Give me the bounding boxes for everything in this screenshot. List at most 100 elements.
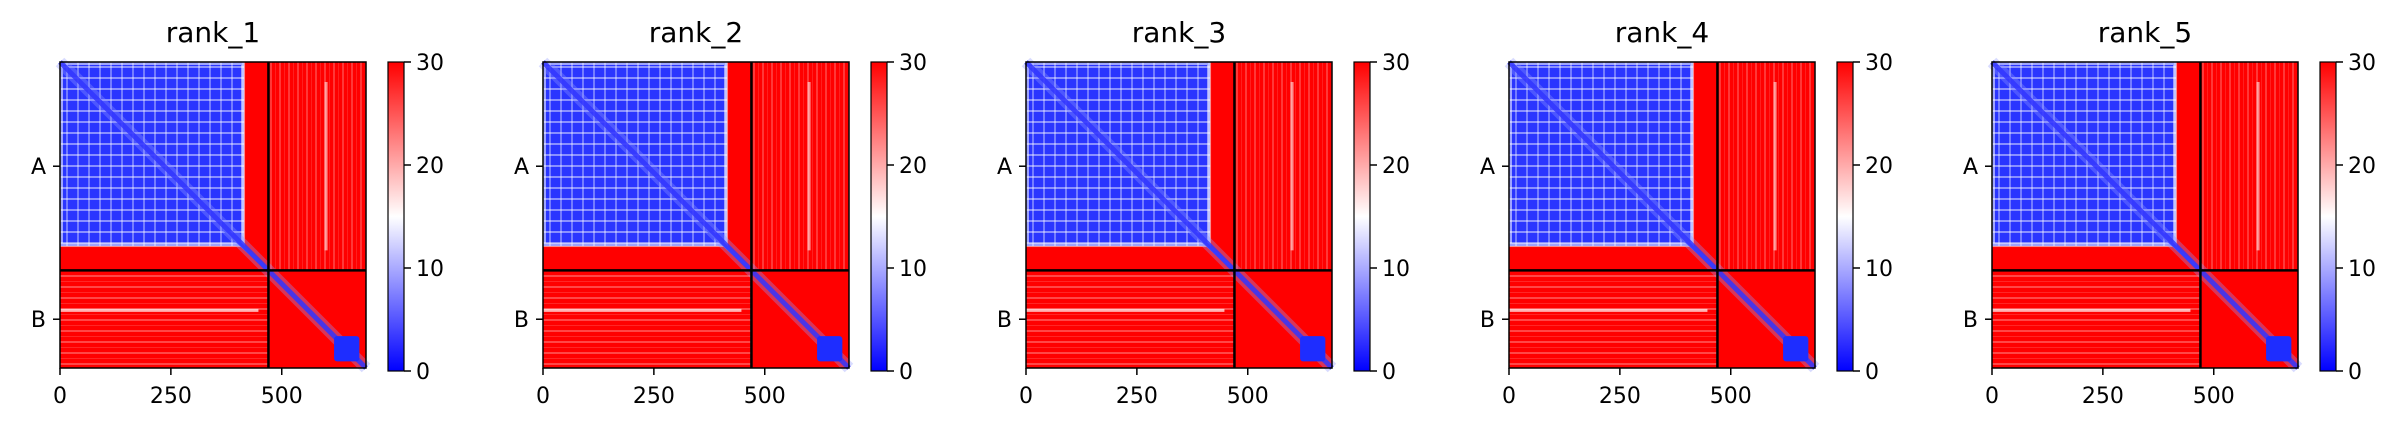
pae-panel-1: rank_1 0 250 500 A B 0 10 20 30 [31,16,444,409]
diagonal [1990,60,2300,370]
colorbar-tick-label: 30 [416,51,444,76]
chain-b-block [817,336,843,362]
heatmap [1504,57,1820,373]
axes-frame [1991,61,2299,369]
y-tick-label: A [31,155,46,180]
colorbar-tick-label: 10 [1865,257,1893,282]
colorbar-tick-label: 10 [1382,257,1410,282]
chain-a-rim [1025,61,1212,248]
x-tick-label: 250 [1116,384,1158,409]
offdiag-ba-texture [1026,270,1235,368]
colorbar-tick-label: 20 [416,154,444,179]
diagonal [58,60,368,370]
chain-b-block [334,336,360,362]
pae-panel-5: rank_5 0 250 500 A B 0 10 20 30 [1963,16,2376,409]
x-tick-label: 250 [150,384,192,409]
x-tick-label: 500 [1710,384,1752,409]
panel-title: rank_5 [2098,16,2192,49]
colorbar [387,61,405,372]
axes-frame [542,61,850,369]
y-tick-label: A [1963,155,1978,180]
offdiag-ab-texture [1234,62,1332,271]
colorbar [1836,61,1854,372]
pae-panel-3: rank_3 0 250 500 A B 0 10 20 30 [997,16,1410,409]
offdiag-ba-texture [60,270,269,368]
offdiag-ba-texture [543,270,752,368]
offdiag-ba-texture [1992,270,2201,368]
y-tick-label: B [997,308,1012,333]
x-tick-label: 0 [53,384,67,409]
heatmap [1987,57,2303,373]
heatmap [1021,57,1337,373]
colorbar-tick-label: 30 [899,51,927,76]
x-tick-label: 0 [1985,384,1999,409]
colorbar-tick-label: 10 [2348,257,2376,282]
diagonal-halo [55,57,371,373]
y-tick-label: A [1480,155,1495,180]
y-tick-label: B [1480,308,1495,333]
chain-a-rim [1991,61,2178,248]
x-tick-label: 500 [744,384,786,409]
diagonal [1507,60,1817,370]
colorbar-tick-label: 20 [2348,154,2376,179]
heatmap [538,57,854,373]
chain-b-block [1783,336,1809,362]
colorbar [1353,61,1371,372]
colorbar-tick-label: 20 [899,154,927,179]
axes-frame [1025,61,1333,369]
diagonal-halo [1504,57,1820,373]
x-tick-label: 250 [633,384,675,409]
x-tick-label: 500 [1227,384,1269,409]
colorbar-tick-label: 10 [899,257,927,282]
chain-a-rim [59,61,246,248]
panel-title: rank_4 [1615,16,1709,49]
pae-panel-4: rank_4 0 250 500 A B 0 10 20 30 [1480,16,1893,409]
x-tick-label: 250 [1599,384,1641,409]
diagonal-halo [538,57,854,373]
colorbar-tick-label: 0 [2348,360,2362,385]
colorbar-tick-label: 30 [1865,51,1893,76]
x-tick-label: 0 [536,384,550,409]
chain-b-block [2266,336,2292,362]
x-tick-label: 500 [2193,384,2235,409]
chain-a-rim [1508,61,1695,248]
panel-title: rank_1 [166,16,260,49]
y-tick-label: A [514,155,529,180]
colorbar-tick-label: 20 [1865,154,1893,179]
colorbar-tick-label: 0 [416,360,430,385]
offdiag-ab-texture [1717,62,1815,271]
diagonal-halo [1021,57,1337,373]
y-tick-label: B [1963,308,1978,333]
diagonal [1024,60,1334,370]
colorbar-tick-label: 30 [1382,51,1410,76]
diagonal [541,60,851,370]
colorbar [870,61,888,372]
x-tick-label: 250 [2082,384,2124,409]
diagonal-halo [1987,57,2303,373]
chain-b-block [1300,336,1326,362]
axes-frame [59,61,367,369]
colorbar-tick-label: 30 [2348,51,2376,76]
y-tick-label: B [514,308,529,333]
offdiag-ab-texture [268,62,366,271]
axes-frame [1508,61,1816,369]
offdiag-ba-texture [1509,270,1718,368]
panel-title: rank_2 [649,16,743,49]
x-tick-label: 500 [261,384,303,409]
offdiag-ab-texture [2200,62,2298,271]
heatmap [55,57,371,373]
chain-a-rim [542,61,729,248]
y-tick-label: A [997,155,1012,180]
pae-panel-2: rank_2 0 250 500 A B 0 10 20 30 [514,16,927,409]
panel-title: rank_3 [1132,16,1226,49]
colorbar-tick-label: 20 [1382,154,1410,179]
colorbar-tick-label: 0 [1865,360,1879,385]
y-tick-label: B [31,308,46,333]
x-tick-label: 0 [1502,384,1516,409]
colorbar-tick-label: 0 [899,360,913,385]
offdiag-ab-texture [751,62,849,271]
colorbar [2319,61,2337,372]
colorbar-tick-label: 10 [416,257,444,282]
colorbar-tick-label: 0 [1382,360,1396,385]
